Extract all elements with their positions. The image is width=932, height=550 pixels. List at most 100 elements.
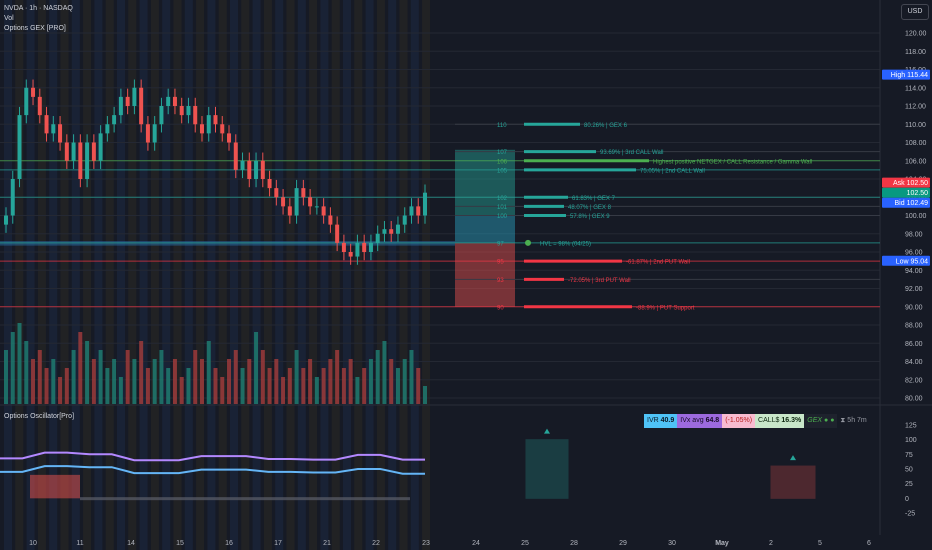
volume-bar (247, 359, 252, 404)
candle-body (98, 133, 103, 161)
candle-body (85, 142, 90, 179)
osc-blue-line (0, 465, 425, 475)
level-label: 57.8% | GEX 9 (570, 214, 610, 220)
session-band (71, 0, 80, 550)
level-label: 61.83% | GEX 7 (572, 196, 616, 202)
candle-body (206, 115, 211, 134)
volume-bar (78, 332, 83, 404)
candle-body (166, 96, 171, 106)
candle-body (247, 160, 252, 179)
volume-bar (159, 350, 164, 404)
time-axis[interactable]: 10 11 14 15 16 17 21 22 23 24 25 28 29 30 May 2 5 6 (29, 540, 871, 547)
volume-bar (274, 359, 279, 404)
volume-bar (172, 359, 177, 404)
volume-bar (51, 359, 56, 404)
session-band (184, 0, 193, 550)
volume-bar (206, 341, 211, 404)
gex-levels: 110 80.26% | GEX 6 107 93.69% | 3rd CALL Wa… (0, 122, 880, 311)
vol-label[interactable]: Vol (4, 15, 14, 22)
session-band (4, 0, 12, 550)
session-band (365, 0, 374, 550)
currency-button[interactable]: USD (901, 4, 929, 20)
time-label: 16 (225, 540, 233, 547)
price-scale[interactable]: 120.00118.00116.00114.00112.00110.00108.… (882, 31, 930, 403)
candle-body (260, 160, 265, 179)
volume-bar (145, 368, 150, 404)
volume-bar (375, 350, 380, 404)
time-label: 23 (422, 540, 430, 547)
volume-bar (17, 323, 22, 404)
volume-bar (220, 377, 225, 404)
time-label: 17 (274, 540, 282, 547)
gex-bar (524, 305, 632, 309)
level-label: -88.9% | PUT Support (636, 305, 695, 311)
price-badge (882, 197, 930, 208)
volume-bar (58, 377, 63, 404)
candle-body (10, 179, 15, 216)
volume-bar (368, 359, 373, 404)
osc-purple-line (0, 451, 425, 462)
candle-body (71, 142, 76, 161)
candle-body (308, 197, 313, 207)
candle-body (240, 160, 245, 170)
candle-body (416, 206, 421, 216)
session-band (117, 0, 125, 550)
candle-body (186, 106, 191, 116)
session-band (343, 0, 351, 550)
gex-bar (524, 159, 649, 163)
volume-bar (341, 368, 346, 404)
time-label: 22 (372, 540, 380, 547)
candle-body (254, 160, 259, 179)
candle-body (287, 206, 292, 216)
timer-badge: ⧗ 5h 7m (837, 414, 870, 428)
volume-bar (179, 377, 184, 404)
gex-bar (524, 122, 580, 126)
price-tick: 82.00 (905, 377, 923, 384)
volume-bar (24, 341, 29, 404)
time-label: 15 (176, 540, 184, 547)
oscillator-scale: 125 100 75 50 25 0 -25 (905, 423, 917, 518)
volume-bar (85, 341, 90, 404)
time-label: 2 (769, 540, 773, 547)
session-band (139, 0, 148, 550)
price-tick: 106.00 (905, 158, 927, 165)
volume-bar (402, 359, 407, 404)
put-zone (455, 242, 515, 307)
candle-body (78, 142, 83, 179)
symbol-line[interactable]: NVDA · 1h · NASDAQ (4, 5, 73, 12)
strike-label: 97 (497, 241, 504, 247)
candle-body (423, 192, 427, 216)
candle-body (281, 197, 286, 207)
gex-bar (524, 214, 566, 217)
price-tick: 92.00 (905, 286, 923, 293)
price-badge (882, 177, 930, 188)
price-badge-label: High 115.44 (891, 72, 928, 79)
candle-body (105, 124, 110, 134)
session-band (422, 0, 431, 550)
candle-body (159, 106, 164, 125)
candle-body (314, 206, 319, 208)
candle-body (118, 96, 123, 116)
strike-label: 105 (497, 168, 508, 174)
time-label: May (715, 540, 729, 547)
oscillator-title[interactable]: Options Oscillator[Pro] (4, 413, 75, 420)
volume-bar (118, 377, 123, 404)
hvl-dot-icon (525, 239, 531, 246)
price-tick: 110.00 (905, 122, 926, 129)
gex-indicator-label[interactable]: Options GEX [PRO] (4, 25, 66, 32)
session-band (331, 0, 340, 550)
volume-bar (281, 377, 286, 404)
candle-body (125, 96, 130, 106)
session-band (49, 0, 58, 550)
volume-bar (10, 332, 15, 404)
candle-body (112, 115, 117, 125)
session-band (150, 0, 159, 550)
volume-bar (31, 359, 36, 404)
candle-body (58, 124, 63, 143)
session-band (230, 0, 238, 550)
volume-bar (348, 359, 353, 404)
volume-bar (199, 359, 204, 404)
strike-label: 110 (497, 123, 507, 129)
volume-bar (287, 368, 292, 404)
